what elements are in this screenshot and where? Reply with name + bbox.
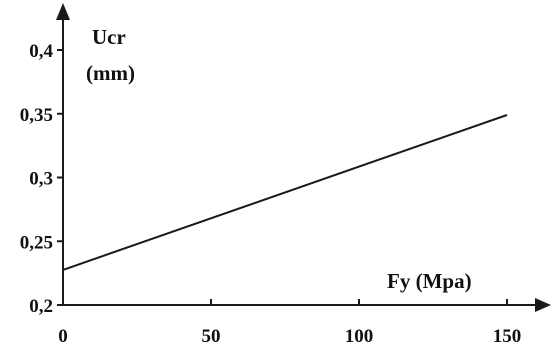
x-axis-label: Fy (Mpa) (387, 269, 472, 293)
y-axis-label: Ucr (92, 25, 126, 49)
y-tick-label: 0,35 (20, 105, 53, 126)
series-line (62, 114, 508, 271)
x-tick-label: 100 (345, 326, 374, 347)
y-tick-label: 0,4 (29, 41, 53, 62)
x-tick-label: 0 (58, 326, 68, 347)
series-group (62, 114, 508, 271)
x-ticks: 0 50 100 150 (58, 299, 521, 347)
y-ticks: 0,2 0,25 0,3 0,35 0,4 (20, 41, 63, 317)
y-tick-label: 0,3 (29, 169, 53, 190)
x-tick-label: 50 (202, 326, 221, 347)
y-axis-arrow-icon (56, 3, 70, 20)
y-tick-label: 0,25 (20, 232, 53, 253)
y-axis-unit: (mm) (86, 61, 135, 85)
x-tick-label: 150 (493, 326, 522, 347)
x-axis-arrow-icon (535, 298, 551, 312)
y-tick-label: 0,2 (29, 296, 53, 317)
